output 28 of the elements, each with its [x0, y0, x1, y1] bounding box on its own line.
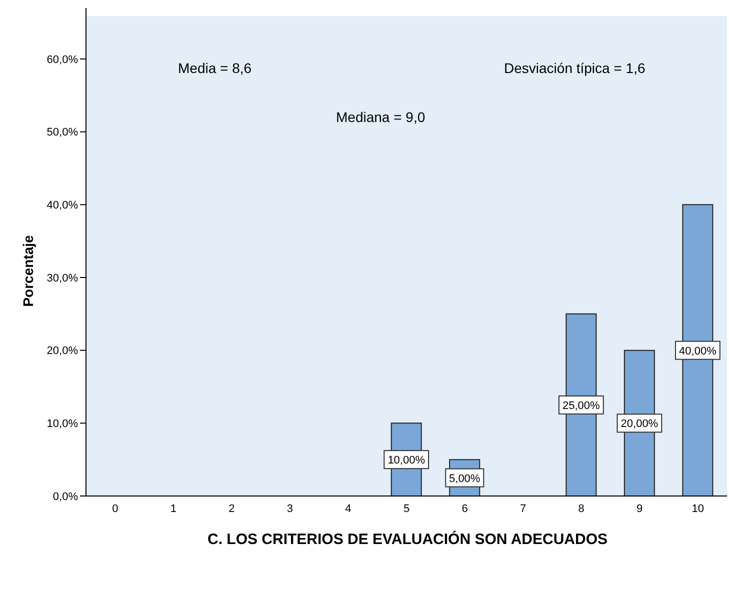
x-tick-label: 6 [462, 502, 468, 515]
y-tick-label: 30,0% [46, 272, 78, 284]
y-tick-label: 0,0% [52, 490, 78, 503]
y-tick-label: 60,0% [46, 54, 78, 66]
x-tick-label: 0 [112, 502, 118, 515]
x-tick-label: 5 [403, 502, 410, 515]
data-label: 5,00% [449, 472, 480, 485]
x-tick-label: 3 [286, 502, 294, 515]
x-tick-label: 10 [692, 502, 704, 515]
data-label: 25,00% [562, 400, 600, 412]
annotation: Desviación típica = 1,6 [504, 60, 646, 76]
y-tick-label: 10,0% [46, 418, 78, 430]
y-tick-label: 40,0% [46, 200, 78, 212]
y-tick-label: 50,0% [46, 126, 78, 139]
data-label: 10,00% [388, 454, 426, 467]
annotation: Mediana = 9,0 [336, 109, 426, 125]
x-tick-label: 4 [345, 502, 352, 515]
data-label: 40,00% [679, 345, 717, 358]
x-tick-label: 1 [170, 502, 176, 515]
x-axis-title: C. LOS CRITERIOS DE EVALUACIÓN SON ADECUADOS [206, 531, 609, 548]
data-label: 20,00% [620, 418, 658, 430]
x-tick-label: 2 [228, 502, 235, 515]
x-tick-label: 8 [578, 502, 584, 515]
annotation: Media = 8,6 [178, 60, 252, 76]
x-tick-label: 7 [520, 502, 526, 515]
x-tick-label: 9 [636, 502, 643, 515]
y-axis-title: Porcentaje [20, 234, 36, 306]
y-tick-label: 20,0% [46, 345, 78, 358]
